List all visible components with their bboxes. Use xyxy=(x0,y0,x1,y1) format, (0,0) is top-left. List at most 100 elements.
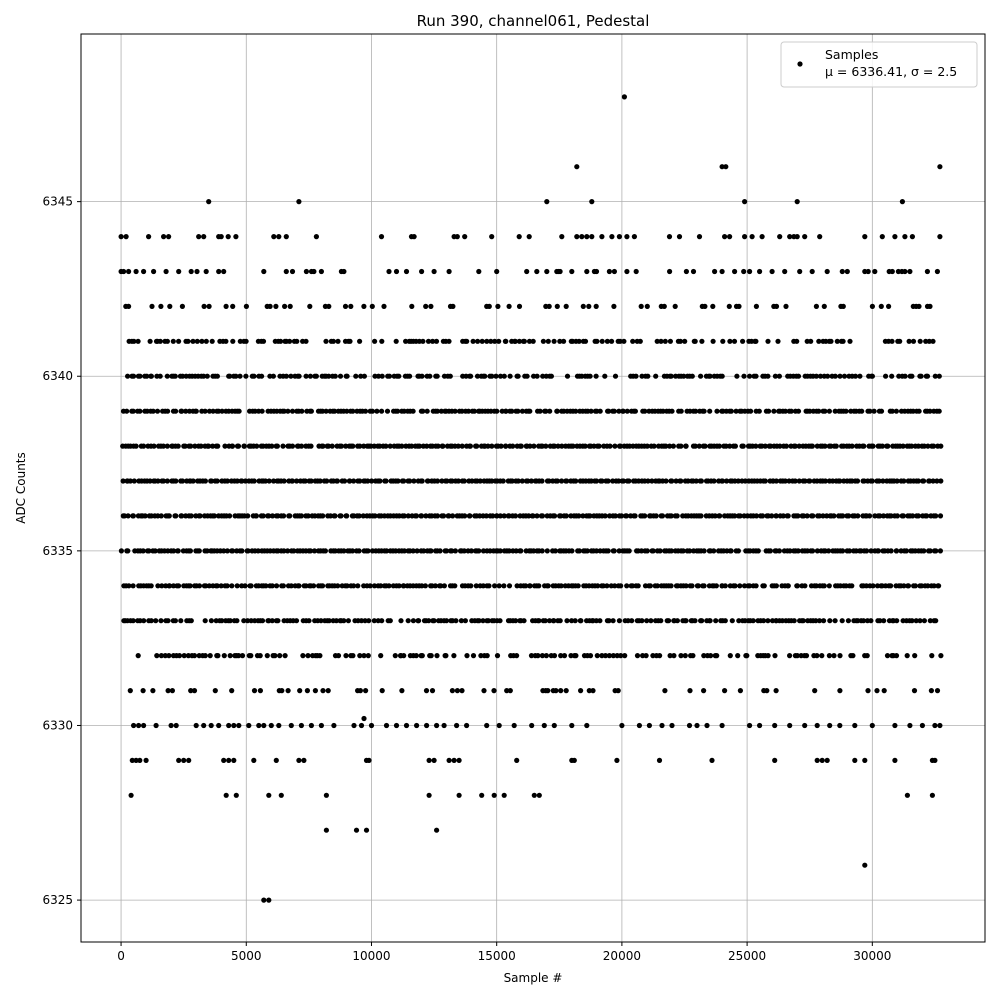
data-point xyxy=(158,303,164,309)
data-point xyxy=(524,268,530,275)
data-point xyxy=(226,722,232,729)
data-point xyxy=(909,234,916,240)
data-point xyxy=(274,443,280,449)
data-point xyxy=(263,583,269,589)
data-point xyxy=(552,548,559,554)
data-point xyxy=(542,618,548,624)
data-point xyxy=(879,234,885,240)
data-point xyxy=(694,722,700,729)
data-point xyxy=(756,408,762,414)
data-point xyxy=(273,757,279,764)
data-point xyxy=(787,548,793,554)
data-point xyxy=(680,548,686,554)
data-point xyxy=(701,583,707,589)
data-point xyxy=(516,234,522,240)
data-point xyxy=(140,688,146,694)
data-point xyxy=(554,478,561,484)
data-point xyxy=(616,618,623,624)
data-point xyxy=(893,653,900,659)
data-point xyxy=(289,478,295,484)
data-point xyxy=(264,653,270,659)
data-point xyxy=(723,164,729,170)
data-point xyxy=(555,443,561,449)
data-point xyxy=(611,408,617,414)
data-point xyxy=(173,722,179,729)
data-point xyxy=(343,443,349,449)
data-point xyxy=(839,618,845,624)
data-point xyxy=(618,653,624,659)
data-point xyxy=(344,583,350,589)
data-point xyxy=(821,618,827,624)
data-point xyxy=(926,338,932,344)
data-point xyxy=(870,583,876,589)
data-point xyxy=(587,513,593,519)
data-point xyxy=(137,408,143,414)
data-point xyxy=(707,373,713,379)
data-point xyxy=(909,443,915,449)
data-point xyxy=(723,443,729,449)
data-point xyxy=(744,653,750,659)
data-point xyxy=(574,234,580,240)
data-point xyxy=(203,338,209,344)
data-point xyxy=(645,478,651,484)
data-point xyxy=(514,757,520,764)
data-point xyxy=(335,653,342,659)
data-point xyxy=(142,513,148,519)
data-point xyxy=(470,653,477,659)
data-point xyxy=(909,618,915,624)
data-point xyxy=(176,338,182,344)
data-point xyxy=(306,618,312,624)
data-point xyxy=(857,373,863,379)
data-point xyxy=(880,513,887,519)
data-point xyxy=(626,478,632,484)
data-point xyxy=(251,757,257,764)
data-point xyxy=(717,513,723,519)
data-point xyxy=(822,478,829,484)
data-point xyxy=(644,443,650,449)
data-point xyxy=(201,722,207,729)
data-point xyxy=(307,548,314,554)
data-point xyxy=(283,234,289,240)
data-point xyxy=(302,478,308,484)
data-point xyxy=(454,688,460,694)
data-point xyxy=(719,268,725,275)
data-point xyxy=(910,338,917,344)
data-point xyxy=(325,443,332,449)
data-point xyxy=(322,548,328,554)
data-point xyxy=(785,583,791,589)
data-point xyxy=(651,443,657,449)
data-point xyxy=(578,688,584,694)
data-point xyxy=(362,408,369,414)
data-point xyxy=(812,688,818,694)
data-point xyxy=(539,548,545,554)
data-point xyxy=(650,653,656,659)
data-point xyxy=(462,618,468,624)
data-point xyxy=(732,513,738,519)
data-point xyxy=(371,583,378,589)
data-point xyxy=(574,164,580,170)
data-point xyxy=(188,618,194,624)
data-point xyxy=(243,303,249,309)
data-point xyxy=(285,408,291,414)
data-point xyxy=(561,338,567,344)
data-point xyxy=(530,338,536,344)
data-point xyxy=(824,757,830,764)
data-point xyxy=(161,234,167,240)
data-point xyxy=(289,268,296,275)
data-point xyxy=(814,757,820,764)
data-point xyxy=(773,688,779,694)
data-point xyxy=(826,583,832,589)
data-point xyxy=(431,757,437,764)
data-point xyxy=(728,408,734,414)
data-point xyxy=(824,268,830,275)
data-point xyxy=(383,722,390,729)
data-point xyxy=(489,443,495,449)
data-point xyxy=(224,583,230,589)
data-point xyxy=(152,548,158,554)
data-point xyxy=(892,234,898,240)
data-point xyxy=(902,268,908,275)
data-point xyxy=(611,303,617,309)
data-point xyxy=(776,548,783,554)
data-point xyxy=(188,268,194,275)
data-point xyxy=(479,792,485,798)
